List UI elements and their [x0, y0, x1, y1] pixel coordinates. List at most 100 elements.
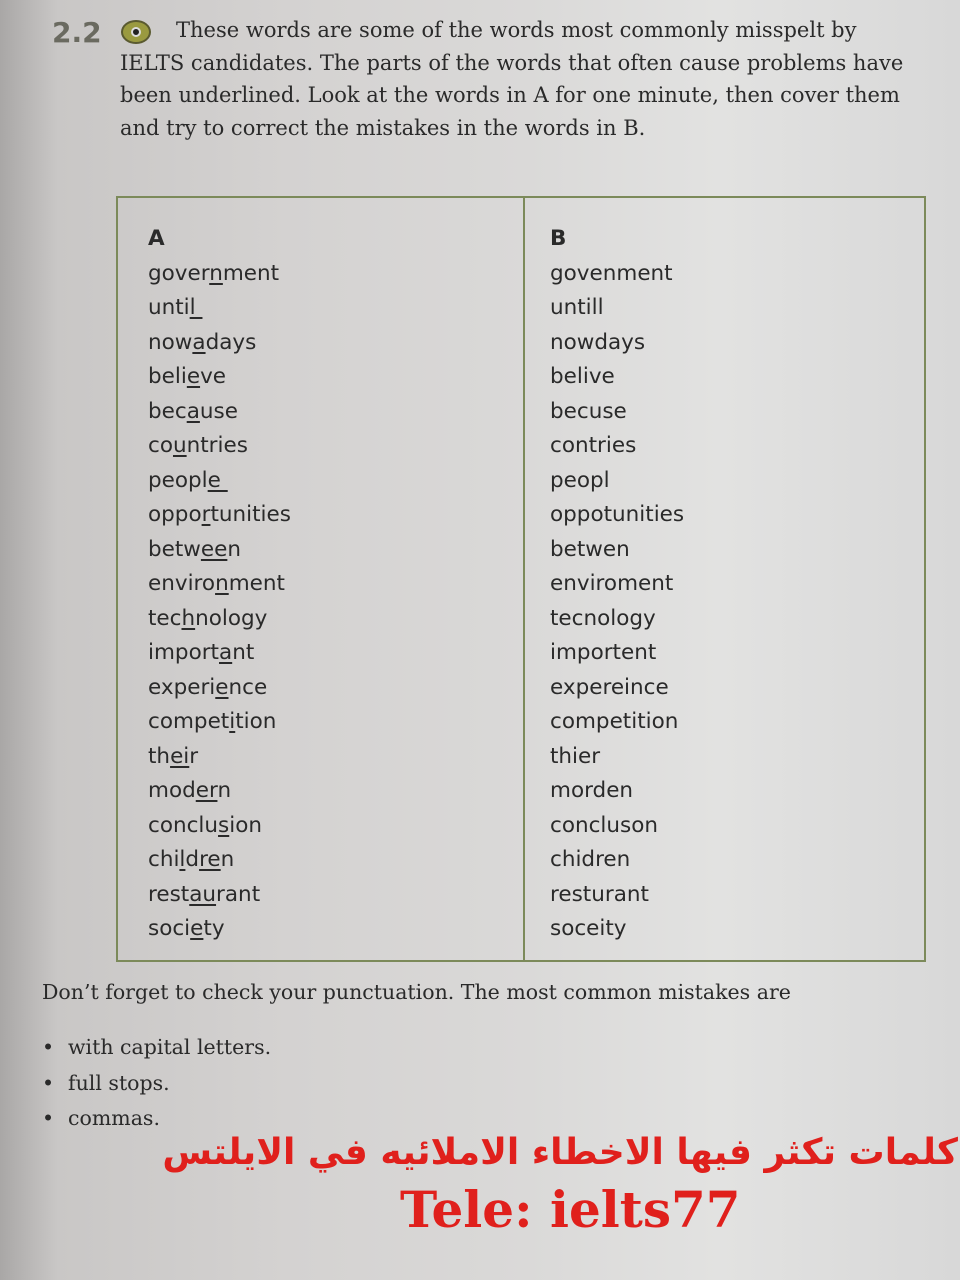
bullet-item: with capital letters. — [42, 1030, 271, 1066]
underlined-part: e — [186, 364, 201, 389]
word-part: betw — [148, 536, 201, 562]
correct-word: government — [148, 257, 291, 292]
correct-word: believe — [148, 360, 291, 395]
correct-word: important — [148, 636, 291, 671]
word-part: import — [148, 640, 219, 665]
arabic-watermark: كلمات تكثر فيها الاخطاء الاملائيه في الا… — [162, 1132, 958, 1173]
misspelt-word: resturant — [550, 881, 649, 907]
underlined-part: ei — [170, 743, 190, 769]
correct-word: conclusion — [148, 809, 291, 844]
column-a-header: A — [148, 226, 165, 251]
word-part: ment — [222, 260, 280, 286]
correct-word: technology — [148, 602, 291, 637]
word-part: beli — [148, 364, 187, 389]
underlined-part: l — [189, 295, 203, 320]
correct-word: until — [148, 291, 291, 326]
word-part: ntries — [186, 433, 248, 458]
word-part: compet — [148, 709, 230, 734]
correct-word: countries — [148, 429, 291, 464]
word-part: ty — [203, 916, 225, 941]
word-part: co — [148, 433, 173, 458]
underlined-part: l — [179, 847, 186, 872]
misspelt-word: expereince — [550, 674, 669, 700]
misspelt-word: thier — [550, 743, 601, 769]
correct-word: because — [148, 395, 291, 430]
underlined-part: a — [192, 329, 206, 355]
correct-word: people — [148, 464, 291, 499]
word-part: now — [148, 329, 193, 355]
word-part: ment — [228, 571, 285, 596]
misspelt-word: peopl — [550, 467, 610, 493]
underlined-part: re — [199, 847, 221, 872]
word-part: gover — [148, 260, 210, 286]
word-part: peopl — [148, 467, 208, 493]
misspelt-word: nowdays — [550, 329, 646, 355]
word-part: unti — [148, 295, 190, 320]
underlined-part: a — [186, 398, 200, 424]
word-part: oppo — [148, 502, 202, 527]
underlined-part: ee — [200, 536, 228, 562]
word-part: rant — [216, 881, 261, 907]
word-part: d — [185, 847, 200, 872]
word-part: n — [220, 847, 235, 872]
word-part: ve — [200, 364, 227, 389]
misspelt-word: morden — [550, 778, 634, 803]
misspelt-word: tecnology — [550, 605, 656, 631]
underlined-part: e — [207, 467, 228, 493]
column-divider — [523, 198, 525, 960]
exercise-number: 2.2 — [52, 16, 102, 49]
word-part: tion — [235, 709, 277, 734]
underlined-part: h — [181, 605, 196, 631]
correct-word: between — [148, 533, 291, 568]
bullet-item: full stops. — [42, 1066, 271, 1102]
underlined-part: e — [190, 916, 204, 941]
underlined-part: u — [172, 433, 187, 458]
underlined-part: n — [215, 571, 229, 596]
underlined-part: au — [189, 881, 217, 907]
word-part: bec — [148, 398, 187, 424]
instructions: These words are some of the words most c… — [120, 18, 904, 140]
word-part: rest — [148, 881, 190, 907]
word-part: days — [205, 329, 257, 355]
word-table: A government until nowadays believe because… — [116, 196, 926, 962]
column-b-header: B — [550, 226, 567, 251]
misspelt-word: contries — [550, 433, 637, 458]
underlined-part: e — [215, 674, 229, 700]
underlined-part: s — [218, 812, 230, 838]
misspelt-word: becuse — [550, 398, 627, 424]
correct-word: their — [148, 740, 291, 775]
correct-word: nowadays — [148, 326, 291, 361]
word-part: nology — [195, 605, 268, 631]
word-part: ion — [229, 812, 262, 838]
underlined-part: i — [229, 709, 236, 734]
column-a: A government until nowadays believe because… — [148, 222, 291, 947]
bullet-item: commas. — [42, 1101, 271, 1137]
word-part: n — [217, 778, 232, 803]
word-part: nt — [232, 640, 255, 665]
word-part: tunities — [210, 502, 291, 527]
correct-word: environment — [148, 567, 291, 602]
correct-word: society — [148, 912, 291, 947]
misspelt-word: enviroment — [550, 571, 674, 596]
underlined-part: r — [201, 502, 211, 527]
underlined-part: a — [219, 640, 233, 665]
misspelt-word: competition — [550, 709, 679, 734]
word-part: experi — [148, 674, 216, 700]
correct-word: experience — [148, 671, 291, 706]
word-part: enviro — [148, 571, 216, 596]
misspelt-word: importent — [550, 640, 657, 665]
underlined-part: er — [195, 778, 218, 803]
correct-word: children — [148, 843, 291, 878]
misspelt-word: chidren — [550, 847, 631, 872]
misspelt-word: oppotunities — [550, 502, 685, 527]
correct-word: competition — [148, 705, 291, 740]
misspelt-word: belive — [550, 364, 615, 389]
word-part: n — [227, 536, 241, 562]
word-part: chi — [148, 847, 180, 872]
word-part: nce — [228, 674, 268, 700]
correct-word: opportunities — [148, 498, 291, 533]
word-part: th — [148, 743, 171, 769]
word-part: r — [189, 743, 199, 769]
word-part: use — [199, 398, 238, 424]
word-part: tec — [148, 605, 182, 631]
